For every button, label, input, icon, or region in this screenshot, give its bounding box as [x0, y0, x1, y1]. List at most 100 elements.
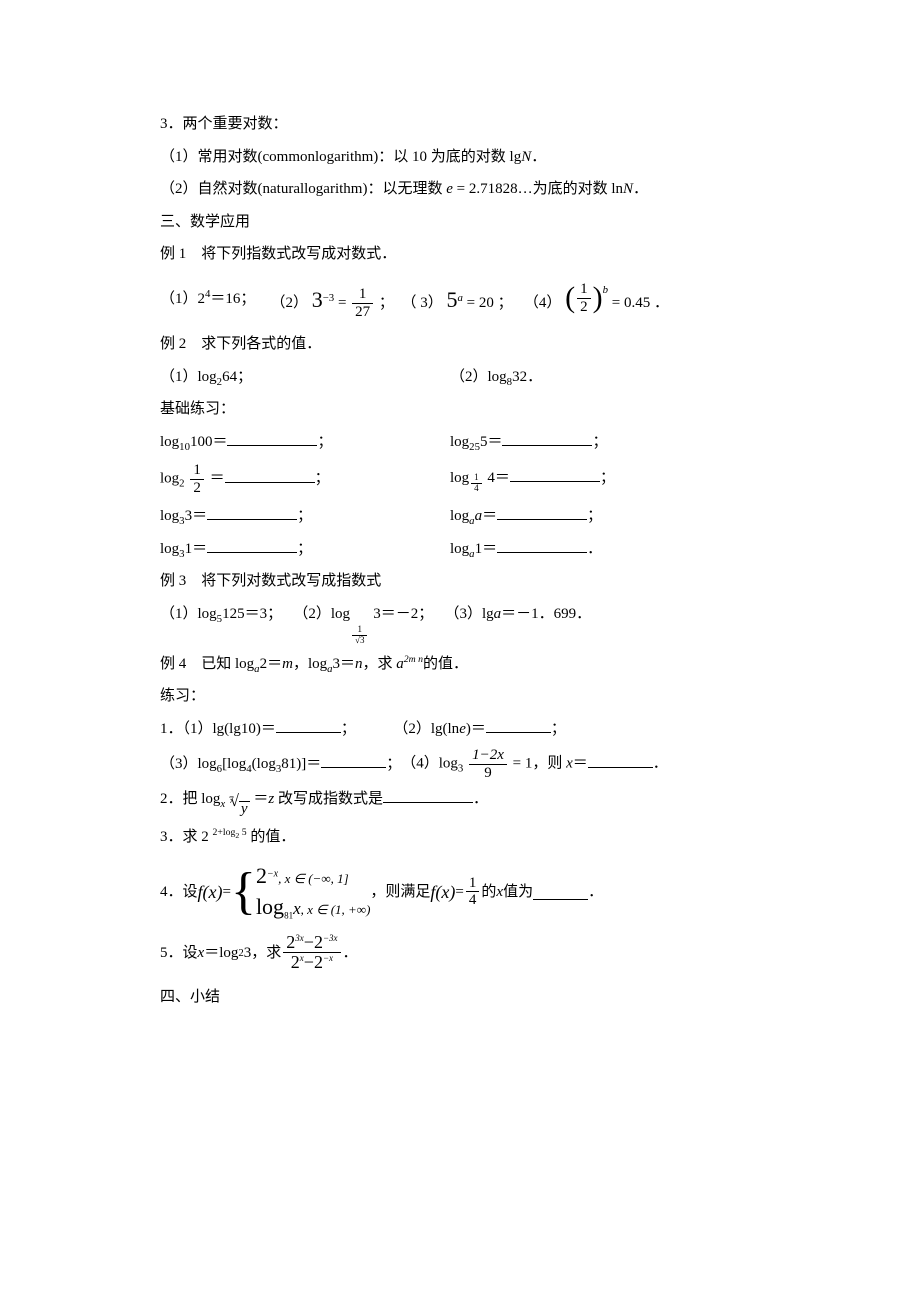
frac: 127 [352, 286, 373, 320]
num: 1−2x [469, 747, 507, 765]
pre: （3）log [160, 756, 217, 772]
t: 2+log [213, 827, 236, 838]
e1: 3x [295, 933, 304, 943]
heading-3: 三、数学应用 [160, 208, 770, 237]
den: 9 [469, 765, 507, 782]
num: 23x−2−3x [283, 933, 340, 954]
c: , x ∈ (−∞, 1] [278, 871, 349, 886]
post: ； [297, 541, 312, 557]
post: ． [343, 939, 358, 968]
p4: 4．设 f(x) = { 2−x, x ∈ (−∞, 1] log81x, x … [160, 861, 770, 923]
m1: [log [222, 756, 246, 772]
blank [497, 504, 587, 520]
log: log [450, 541, 469, 557]
post: ； [386, 756, 401, 772]
den: 27 [352, 304, 373, 321]
blank [486, 717, 551, 733]
bp-row3: log33＝； logaa＝； [160, 502, 770, 531]
sec3-item1: （1）常用对数(commonlogarithm)：以 10 为底的对数 lgN． [160, 143, 770, 172]
mid3: 值为 [503, 878, 533, 907]
txt: ． [633, 181, 648, 197]
mid: )＝ [466, 721, 486, 737]
pre: 5．设 [160, 939, 198, 968]
p3: 3．求 2 2+log2 5 的值． [160, 823, 770, 852]
post: ； [317, 434, 332, 450]
ex3-p2: （2）log1√3 3＝－2； [293, 600, 433, 646]
case2: log81x, x ∈ (1, +∞) [256, 892, 370, 923]
log: log [160, 541, 179, 557]
lbl: （1）2 [160, 291, 205, 307]
eq: ＝ [210, 471, 225, 487]
semi: ； [498, 295, 513, 311]
blank [276, 717, 341, 733]
den: 2 [190, 480, 204, 497]
post: ； [587, 508, 602, 524]
paren: ( 12 ) [565, 281, 603, 315]
bigfrac: 23x−2−3x 2x−2−x [283, 933, 340, 974]
b: 2 [256, 863, 267, 888]
rhs: = 1，则 [513, 756, 566, 772]
lp: ( [565, 283, 575, 313]
var-N: N [623, 181, 633, 197]
var-N: N [521, 149, 531, 165]
p5: 5．设 x＝log23，求 23x−2−3x 2x−2−x ． [160, 933, 770, 974]
basic-title: 基础练习： [160, 395, 770, 424]
ex2-p2: （2）log832． [450, 363, 770, 392]
m: m [282, 656, 293, 672]
pre: （1）log [160, 606, 217, 622]
fx: f(x) [198, 875, 223, 909]
case1: 2−x, x ∈ (−∞, 1] [256, 861, 370, 892]
brace: { [231, 870, 256, 914]
sub: 25 [469, 441, 480, 453]
p3: （ 3） 5a = 20 ； [401, 279, 512, 321]
rad: y [239, 801, 250, 817]
blank [497, 537, 587, 553]
a: x [293, 899, 301, 918]
log: log [160, 471, 179, 487]
x: x [496, 878, 503, 907]
num: 1 [352, 286, 373, 304]
post: ； [341, 721, 356, 737]
txt: ． [531, 149, 546, 165]
rhs: 20 [479, 295, 494, 311]
d: 4 [471, 484, 482, 494]
txt: （2）自然对数(naturallogarithm)：以无理数 [160, 181, 446, 197]
ex2-title: 例 2 求下列各式的值． [160, 330, 770, 359]
blank [510, 466, 600, 482]
arg: 64； [222, 369, 252, 385]
c: , x ∈ (1, +∞) [301, 902, 371, 917]
log: log [450, 508, 469, 524]
a: 5 [239, 827, 246, 838]
arg: 5＝ [480, 434, 503, 450]
x: x [198, 939, 205, 968]
fx2: f(x) [430, 875, 455, 909]
txt: = 2.71828…为底的对数 ln [453, 181, 623, 197]
txt: （1）常用对数(commonlogarithm)：以 10 为底的对数 lg [160, 149, 521, 165]
post: 的值． [247, 829, 296, 845]
sec3-title: 3．两个重要对数： [160, 110, 770, 139]
bp1: log10100＝； [160, 428, 450, 457]
sec3-item2: （2）自然对数(naturallogarithm)：以无理数 e = 2.718… [160, 175, 770, 204]
blank [383, 787, 473, 803]
bp2: log255＝； [450, 428, 770, 457]
bp3: log2 12 ＝； [160, 462, 450, 496]
frac: 1−2x9 [469, 747, 507, 781]
p1-ab: 1．（1）lg(lg10)＝； （2）lg(lne)＝； [160, 715, 770, 744]
arg: 3＝ [185, 508, 208, 524]
log: log [450, 434, 469, 450]
bp-row1: log10100＝； log255＝； [160, 428, 770, 457]
d: 4 [466, 892, 480, 909]
mid2: 的 [481, 878, 496, 907]
p4: （4） ( 12 ) b = 0.45 ． [524, 281, 669, 318]
post: ； [600, 470, 615, 486]
blank [227, 430, 317, 446]
arg: 3＝－2； [373, 606, 433, 622]
lbl: （ 3） [401, 295, 442, 311]
frac: 1√3 [352, 625, 367, 646]
eq: = [612, 295, 624, 311]
ex1-body: （1）24＝16； （2） 3−3 = 127 ； （ 3） 5a = 20 ；… [160, 279, 770, 321]
pre: （4）log [401, 756, 458, 772]
sub: 10 [179, 441, 190, 453]
p2: （2） 3−3 = 127 ； [270, 279, 394, 321]
sub: 2 [179, 478, 184, 490]
